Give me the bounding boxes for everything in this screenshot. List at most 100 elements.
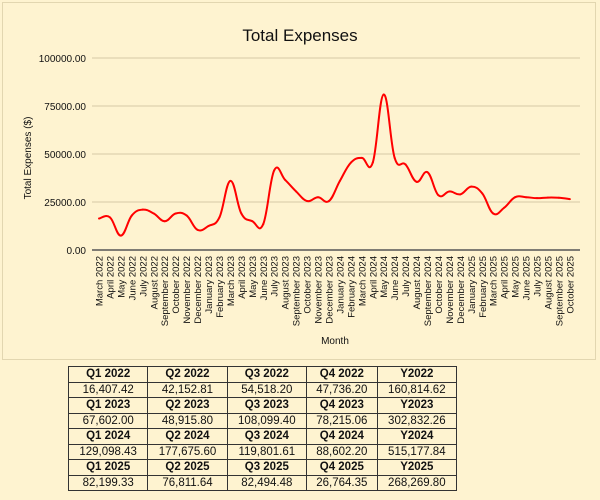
data-point: [437, 194, 440, 197]
y-axis-label: Total Expenses ($): [23, 117, 34, 200]
data-point: [130, 214, 133, 217]
data-point: [273, 169, 276, 172]
x-tick-label: December 2024: [456, 256, 467, 324]
x-tick-label: December 2023: [324, 256, 335, 324]
table-cell: 129,098.43: [67, 443, 149, 460]
x-tick-label: July 2023: [270, 256, 281, 297]
data-point: [240, 212, 243, 215]
x-tick-label: November 2022: [182, 256, 193, 324]
data-point: [108, 216, 111, 219]
data-point: [174, 212, 177, 215]
data-point: [448, 190, 451, 193]
data-point: [196, 228, 199, 231]
x-tick-label: February 2023: [215, 256, 226, 318]
table-header-cell: Q1 2023: [67, 397, 149, 414]
x-tick-label: July 2024: [401, 256, 412, 297]
chart-panel: [2, 2, 596, 360]
y-tick-label: 50000.00: [44, 150, 86, 161]
table-header-cell: Q2 2023: [147, 397, 228, 414]
data-point: [382, 93, 385, 96]
data-point: [503, 206, 506, 209]
y-tick-label: 25000.00: [44, 198, 86, 209]
data-point: [119, 234, 122, 237]
data-point: [338, 179, 341, 182]
table-header-cell: Q1 2024: [67, 428, 149, 445]
x-tick-label: March 2022: [95, 256, 106, 306]
x-tick-label: June 2023: [259, 256, 270, 300]
data-point: [459, 193, 462, 196]
data-point: [317, 196, 319, 199]
table-cell: 48,915.80: [147, 412, 228, 429]
expense-line: [98, 93, 570, 237]
data-point: [327, 200, 330, 203]
x-tick-label: August 2024: [412, 256, 423, 309]
x-tick-label: June 2022: [127, 256, 138, 300]
table-cell: 515,177.84: [376, 443, 458, 460]
x-tick-label: October 2024: [434, 256, 445, 314]
table-header-cell: Q4 2025: [305, 459, 378, 476]
data-point: [207, 225, 210, 227]
x-tick-label: January 2025: [467, 256, 478, 314]
x-tick-label: July 2022: [138, 256, 149, 297]
x-tick-label: October 2025: [565, 256, 576, 314]
data-point: [152, 212, 155, 215]
table-cell: 67,602.00: [67, 412, 149, 429]
table-header-row: Q1 2024 Q2 2024 Q3 2024 Q4 2024 Y2024: [67, 428, 458, 445]
x-tick-label: May 2025: [511, 256, 522, 298]
data-point: [557, 196, 560, 199]
x-tick-label: December 2022: [193, 256, 204, 324]
x-tick-label: January 2023: [204, 256, 215, 314]
x-tick-label: November 2024: [445, 256, 456, 324]
table-row: 129,098.43 177,675.60 119,801.61 88,602.20 5…: [67, 443, 458, 460]
x-tick-label: January 2024: [335, 256, 346, 314]
table-cell: 160,814.62: [376, 381, 458, 398]
table-cell: 26,764.35: [305, 474, 378, 491]
table-header-cell: Y2025: [376, 459, 458, 476]
table-cell: 78,215.06: [305, 412, 378, 429]
data-point: [536, 197, 538, 200]
x-tick-label: April 2025: [500, 256, 511, 299]
table-cell: 82,494.48: [226, 474, 307, 491]
table-header-cell: Q2 2024: [147, 428, 228, 445]
table-cell: 16,407.42: [67, 381, 149, 398]
table-header-cell: Q2 2022: [147, 366, 228, 383]
x-tick-label: August 2022: [149, 256, 160, 309]
table-header-cell: Q3 2025: [226, 459, 307, 476]
x-tick-label: November 2023: [314, 256, 325, 324]
y-tick-label: 0.00: [67, 246, 87, 257]
data-point: [349, 161, 352, 164]
x-tick-label: September 2022: [160, 256, 171, 326]
table-header-cell: Q2 2025: [147, 459, 228, 476]
table-cell: 88,602.20: [305, 443, 378, 460]
data-point: [481, 192, 484, 195]
table-header-cell: Q3 2024: [226, 428, 307, 445]
table-header-cell: Y2023: [376, 397, 458, 414]
data-point: [185, 214, 188, 217]
table-header-cell: Q3 2022: [226, 366, 307, 383]
table-header-row: Q1 2025 Q2 2025 Q3 2025 Q4 2025 Y2025: [67, 459, 458, 476]
x-tick-label: September 2023: [292, 256, 303, 326]
x-tick-label: February 2025: [478, 256, 489, 318]
data-point: [470, 185, 473, 188]
data-point: [404, 163, 407, 166]
x-tick-label: April 2022: [105, 256, 116, 299]
table-cell: 119,801.61: [226, 443, 307, 460]
data-point: [371, 161, 374, 164]
table-cell: 268,269.80: [376, 474, 458, 491]
x-tick-label: April 2024: [368, 256, 379, 299]
table-header-cell: Q1 2022: [67, 366, 149, 383]
x-tick-label: September 2024: [423, 256, 434, 326]
x-tick-label: March 2024: [357, 256, 368, 306]
x-tick-label: February 2024: [346, 256, 357, 318]
summary-table: Q1 2022 Q2 2022 Q3 2022 Q4 2022 Y2022 16,407.…: [67, 366, 458, 491]
x-tick-label: August 2025: [543, 256, 554, 309]
table-header-row: Q1 2022 Q2 2022 Q3 2022 Q4 2022 Y2022: [67, 366, 458, 383]
data-point: [262, 223, 265, 226]
table-header-cell: Q3 2023: [226, 397, 307, 414]
x-tick-label: August 2023: [281, 256, 292, 309]
x-tick-label: May 2024: [379, 256, 390, 298]
table-header-cell: Q4 2023: [305, 397, 378, 414]
table-cell: 82,199.33: [67, 474, 149, 491]
data-point: [295, 190, 298, 193]
x-tick-label: May 2022: [116, 256, 127, 298]
